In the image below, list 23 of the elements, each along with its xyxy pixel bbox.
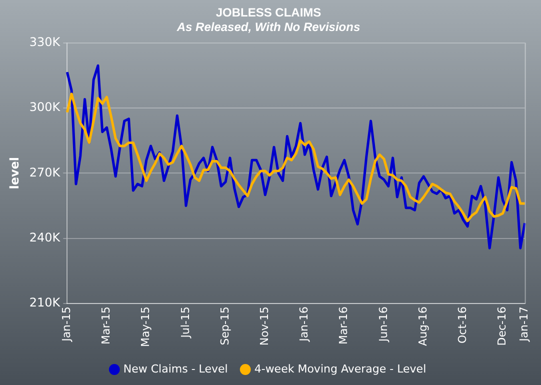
x-tick-label: Sep-15 — [218, 306, 232, 346]
x-tick-label: Dec-16 — [496, 306, 509, 346]
x-tick-label: Jan-17 — [518, 306, 531, 342]
x-tick-label: Jan-15 — [60, 306, 74, 342]
x-tick-label: Jun-16 — [376, 306, 390, 343]
x-tick-label: Aug-16 — [416, 306, 430, 346]
y-axis-title: level — [7, 156, 22, 190]
x-tick-label: May-15 — [139, 306, 152, 347]
chart-title: JOBLESS CLAIMS — [216, 6, 322, 20]
y-tick-label: 330K — [29, 34, 62, 49]
legend-label: New Claims - Level — [123, 362, 228, 376]
x-tick-label: Jul-15 — [178, 306, 192, 339]
x-tick-label: Mar-16 — [337, 306, 350, 345]
y-tick-label: 210K — [29, 296, 62, 310]
y-tick-label: 240K — [29, 230, 62, 244]
chart-subtitle: As Released, With No Revisions — [176, 20, 360, 34]
y-tick-label: 270K — [29, 165, 62, 180]
x-tick-label: Nov-15 — [258, 306, 272, 346]
y-tick-label: 300K — [29, 100, 62, 114]
x-tick-label: Mar-15 — [100, 306, 113, 345]
x-tick-label: Jan-16 — [298, 306, 311, 342]
x-tick-label: Oct-16 — [456, 306, 470, 344]
legend-label: 4-week Moving Average - Level — [254, 362, 426, 376]
